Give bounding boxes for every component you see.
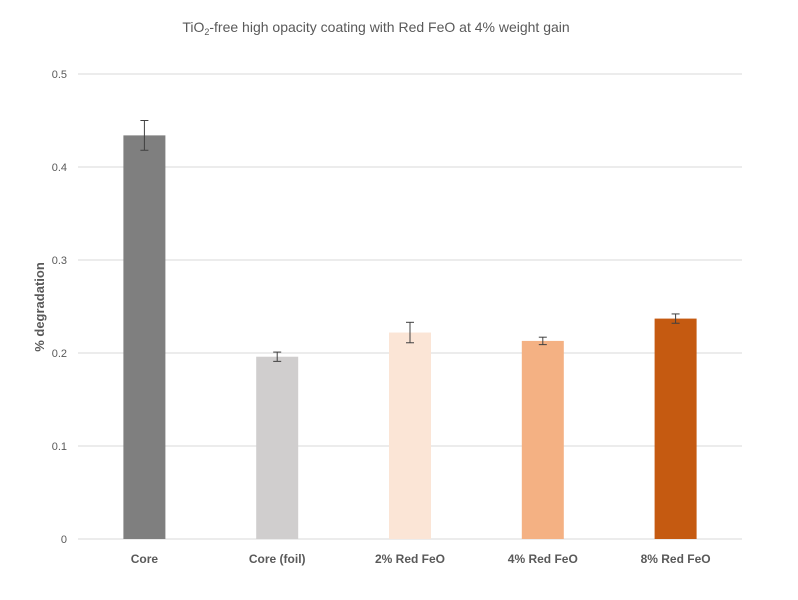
bar: [521, 340, 564, 539]
y-tick-label: 0.3: [52, 255, 67, 267]
x-tick-label: 8% Red FeO: [641, 552, 711, 566]
bar: [123, 135, 166, 539]
chart-title-prefix: TiO: [182, 19, 205, 35]
bar: [654, 318, 697, 539]
x-axis-tick-labels: Core Core (foil) 2% Red FeO 4% Red FeO 8% Re…: [131, 552, 711, 566]
error-bars: [140, 120, 680, 362]
y-tick-label: 0.5: [52, 69, 67, 81]
y-axis-label: % degradation: [32, 262, 47, 352]
chart-title-suffix: -free high opacity coating with Red FeO …: [209, 19, 570, 35]
x-tick-label: Core: [131, 552, 159, 566]
bar: [389, 332, 431, 539]
y-tick-label: 0: [61, 534, 67, 546]
bar: [256, 356, 299, 539]
y-tick-label: 0.4: [52, 162, 67, 174]
y-tick-label: 0.1: [52, 441, 67, 453]
y-axis-tick-labels: 0 0.1 0.2 0.3 0.4 0.5: [52, 69, 67, 546]
x-tick-label: 2% Red FeO: [375, 552, 445, 566]
x-tick-label: Core (foil): [249, 552, 306, 566]
chart-title-subscript: 2: [204, 27, 210, 37]
chart-title: TiO2-free high opacity coating with Red …: [0, 19, 752, 37]
bars: [123, 135, 697, 539]
x-tick-label: 4% Red FeO: [508, 552, 578, 566]
y-tick-label: 0.2: [52, 348, 67, 360]
